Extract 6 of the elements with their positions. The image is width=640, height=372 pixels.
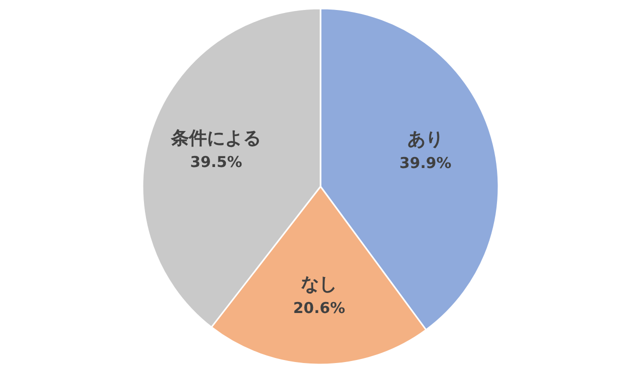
data-label: 20.6% <box>293 298 346 317</box>
slice-label: なし <box>301 274 338 295</box>
slice-label: あり <box>407 129 444 150</box>
data-label: 39.9% <box>399 154 452 172</box>
data-label: 39.5% <box>190 152 242 171</box>
slice-label: 条件による <box>170 128 262 149</box>
